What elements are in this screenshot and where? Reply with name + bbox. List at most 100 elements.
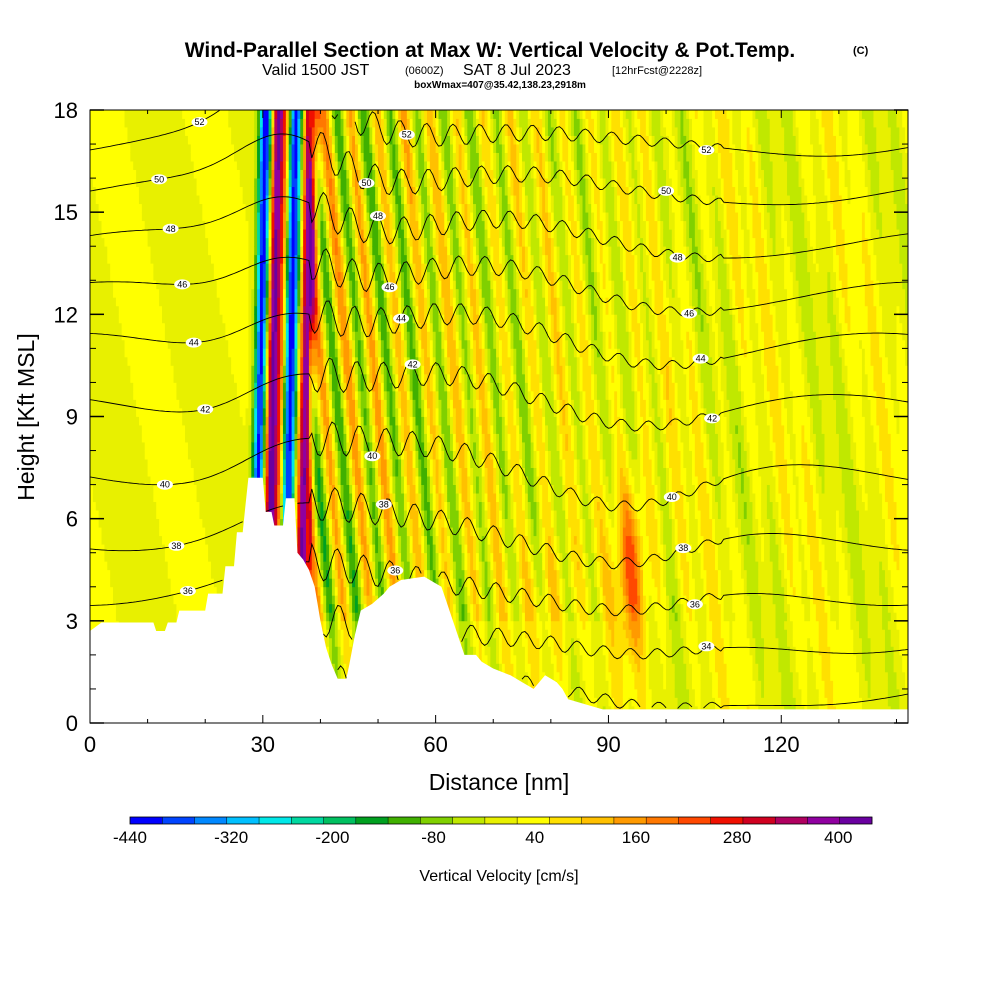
velocity-cell [262, 161, 267, 170]
velocity-cell [170, 144, 174, 153]
velocity-cell [199, 442, 203, 451]
velocity-cell [225, 510, 229, 520]
velocity-cell [127, 246, 131, 256]
velocity-cell [156, 586, 160, 596]
velocity-cell [176, 390, 180, 400]
velocity-cell [144, 407, 149, 417]
velocity-cell [118, 186, 123, 196]
velocity-cell [265, 484, 269, 494]
velocity-cell [133, 407, 137, 417]
velocity-cell [219, 425, 223, 434]
velocity-cell [118, 535, 123, 545]
velocity-cell [141, 459, 146, 468]
velocity-cell [176, 212, 180, 222]
velocity-cell [121, 450, 125, 460]
velocity-cell [193, 161, 197, 170]
velocity-cell [98, 552, 102, 562]
velocity-cell [239, 322, 244, 332]
velocity-cell [159, 348, 163, 358]
velocity-cell [118, 407, 123, 417]
velocity-cell [245, 280, 249, 290]
velocity-cell [98, 118, 102, 128]
velocity-cell [115, 161, 120, 170]
velocity-cell [242, 152, 246, 162]
velocity-cell [115, 288, 120, 298]
velocity-cell [285, 433, 290, 443]
velocity-cell [167, 569, 172, 579]
velocity-cell [164, 425, 169, 434]
velocity-cell [205, 135, 209, 145]
velocity-cell [254, 322, 258, 332]
velocity-cell [210, 442, 215, 451]
velocity-cell [187, 390, 192, 400]
velocity-cell [245, 186, 249, 196]
velocity-cell [262, 220, 267, 230]
velocity-cell [121, 442, 125, 451]
velocity-cell [277, 416, 281, 426]
velocity-cell [150, 510, 154, 520]
velocity-cell [257, 237, 261, 247]
velocity-cell [216, 433, 221, 443]
velocity-cell [167, 425, 172, 434]
velocity-cell [147, 348, 151, 358]
velocity-cell [162, 535, 166, 545]
velocity-cell [144, 510, 149, 520]
velocity-cell [262, 373, 267, 383]
velocity-cell [179, 425, 183, 434]
velocity-cell [110, 212, 114, 222]
velocity-cell [90, 331, 94, 341]
velocity-cell [164, 603, 169, 613]
velocity-cell [162, 331, 166, 341]
velocity-cell [222, 297, 226, 307]
velocity-cell [222, 195, 226, 205]
velocity-cell [245, 339, 249, 349]
velocity-cell [107, 450, 111, 460]
velocity-cell [208, 578, 212, 588]
velocity-cell [162, 518, 166, 528]
velocity-cell [141, 178, 146, 188]
velocity-cell [164, 161, 169, 170]
velocity-cell [153, 356, 157, 366]
velocity-cell [170, 237, 174, 247]
velocity-cell [185, 356, 189, 366]
velocity-cell [277, 195, 281, 205]
velocity-cell [150, 203, 154, 213]
velocity-cell [92, 186, 97, 196]
velocity-cell [265, 459, 269, 468]
velocity-cell [95, 135, 100, 145]
velocity-cell [159, 144, 163, 153]
velocity-cell [242, 144, 246, 153]
velocity-cell [138, 212, 143, 222]
velocity-cell [190, 195, 195, 205]
velocity-cell [199, 254, 203, 264]
velocity-cell [199, 586, 203, 596]
velocity-cell [130, 356, 134, 366]
velocity-cell [107, 314, 111, 324]
velocity-cell [239, 220, 244, 230]
velocity-cell [222, 212, 226, 222]
velocity-cell [92, 297, 97, 307]
velocity-cell [118, 339, 123, 349]
velocity-cell [262, 484, 267, 494]
velocity-cell [222, 305, 226, 315]
velocity-cell [185, 399, 189, 409]
velocity-cell [274, 110, 278, 119]
velocity-cell [193, 288, 197, 298]
velocity-cell [141, 518, 146, 528]
velocity-cell [176, 365, 180, 375]
velocity-cell [144, 212, 149, 222]
velocity-cell [130, 399, 134, 409]
velocity-cell [144, 390, 149, 400]
velocity-cell [234, 203, 238, 213]
velocity-cell [173, 433, 177, 443]
velocity-cell [268, 450, 272, 460]
velocity-cell [170, 510, 174, 520]
velocity-cell [133, 254, 137, 264]
velocity-cell [101, 152, 105, 162]
velocity-cell [236, 254, 241, 264]
velocity-cell [144, 416, 149, 426]
velocity-cell [231, 459, 235, 468]
velocity-cell [141, 552, 146, 562]
velocity-cell [259, 178, 264, 188]
velocity-cell [285, 382, 290, 392]
